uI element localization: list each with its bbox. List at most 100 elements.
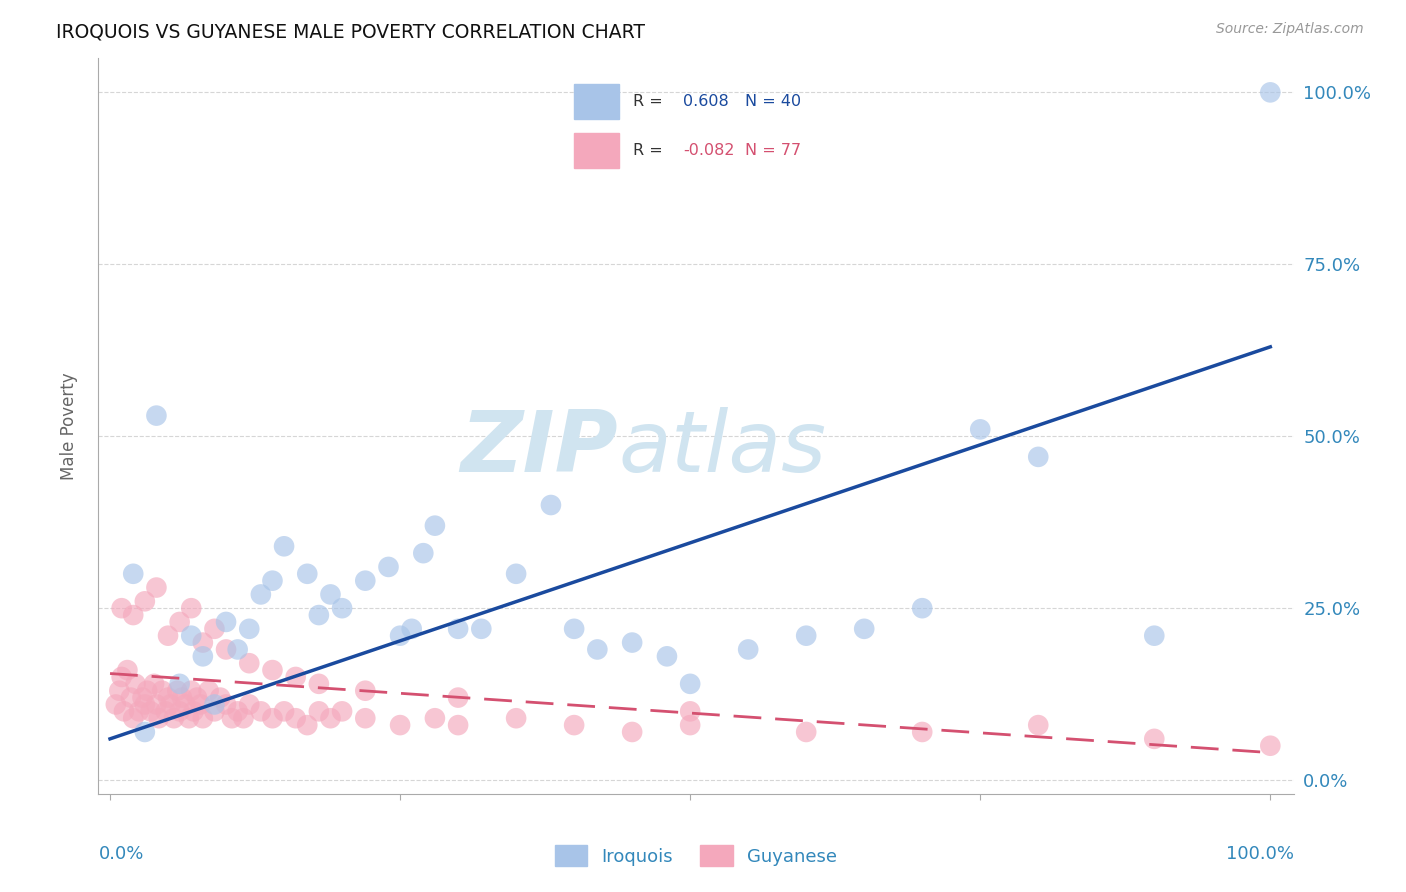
- Point: [273, 704, 295, 718]
- Point: [180, 601, 202, 615]
- Point: [423, 711, 446, 725]
- Point: [308, 608, 330, 623]
- Point: [679, 677, 702, 691]
- Point: [250, 587, 273, 601]
- Point: [447, 718, 470, 732]
- Point: [505, 566, 527, 581]
- Point: [447, 622, 470, 636]
- Point: [262, 711, 284, 725]
- Text: 0.608: 0.608: [683, 94, 730, 109]
- Point: [134, 725, 156, 739]
- Point: [1258, 86, 1281, 100]
- Point: [308, 704, 330, 718]
- Point: [911, 601, 934, 615]
- Point: [911, 725, 934, 739]
- Point: [215, 642, 238, 657]
- Point: [1026, 718, 1049, 732]
- Point: [238, 657, 260, 671]
- Point: [1143, 731, 1166, 746]
- Point: [204, 622, 226, 636]
- Point: [104, 698, 127, 712]
- Point: [150, 683, 173, 698]
- Point: [232, 711, 254, 725]
- Point: [148, 711, 170, 725]
- Point: [470, 622, 492, 636]
- Point: [1026, 450, 1049, 464]
- Point: [562, 622, 585, 636]
- Point: [204, 698, 226, 712]
- Point: [191, 635, 214, 649]
- Point: [166, 683, 188, 698]
- Point: [190, 698, 212, 712]
- Point: [621, 725, 644, 739]
- Point: [122, 608, 145, 623]
- Point: [122, 566, 145, 581]
- Point: [111, 601, 134, 615]
- Point: [679, 718, 702, 732]
- Text: ZIP: ZIP: [461, 407, 619, 490]
- Point: [145, 581, 167, 595]
- Point: [354, 683, 377, 698]
- Point: [108, 683, 131, 698]
- Point: [423, 518, 446, 533]
- Text: Source: ZipAtlas.com: Source: ZipAtlas.com: [1216, 22, 1364, 37]
- Legend: Iroquois, Guyanese: Iroquois, Guyanese: [547, 838, 845, 873]
- Point: [204, 704, 226, 718]
- Point: [145, 698, 167, 712]
- Point: [737, 642, 759, 657]
- Point: [143, 677, 166, 691]
- Point: [319, 711, 342, 725]
- Point: [124, 677, 146, 691]
- Text: IROQUOIS VS GUYANESE MALE POVERTY CORRELATION CHART: IROQUOIS VS GUYANESE MALE POVERTY CORREL…: [56, 22, 645, 41]
- Point: [163, 711, 186, 725]
- Point: [134, 698, 156, 712]
- Point: [180, 629, 202, 643]
- Text: R =: R =: [633, 94, 662, 109]
- Point: [969, 422, 991, 436]
- Point: [186, 690, 208, 705]
- Point: [412, 546, 434, 560]
- Point: [209, 690, 232, 705]
- Text: 100.0%: 100.0%: [1226, 846, 1294, 863]
- Point: [297, 718, 319, 732]
- Point: [197, 683, 219, 698]
- Point: [250, 704, 273, 718]
- Point: [117, 663, 139, 677]
- Point: [157, 690, 180, 705]
- Point: [401, 622, 423, 636]
- Point: [169, 704, 191, 718]
- Point: [169, 615, 191, 629]
- Point: [284, 711, 307, 725]
- Point: [447, 690, 470, 705]
- Point: [262, 663, 284, 677]
- Point: [354, 574, 377, 588]
- Point: [262, 574, 284, 588]
- Point: [134, 594, 156, 608]
- Point: [238, 622, 260, 636]
- Point: [170, 690, 193, 705]
- Point: [157, 629, 180, 643]
- Point: [330, 704, 353, 718]
- Text: 0.0%: 0.0%: [98, 846, 143, 863]
- Point: [131, 690, 153, 705]
- Point: [273, 539, 295, 553]
- Point: [136, 683, 159, 698]
- Text: N = 77: N = 77: [745, 144, 801, 158]
- Point: [145, 409, 167, 423]
- Point: [1143, 629, 1166, 643]
- Text: -0.082: -0.082: [683, 144, 735, 158]
- Point: [562, 718, 585, 732]
- Point: [177, 711, 200, 725]
- Point: [215, 615, 238, 629]
- Point: [120, 690, 142, 705]
- Point: [183, 704, 205, 718]
- Point: [215, 698, 238, 712]
- Point: [794, 725, 817, 739]
- Point: [389, 718, 412, 732]
- Point: [389, 629, 412, 643]
- Point: [111, 670, 134, 684]
- Point: [505, 711, 527, 725]
- Point: [655, 649, 678, 664]
- Point: [586, 642, 609, 657]
- Point: [112, 704, 135, 718]
